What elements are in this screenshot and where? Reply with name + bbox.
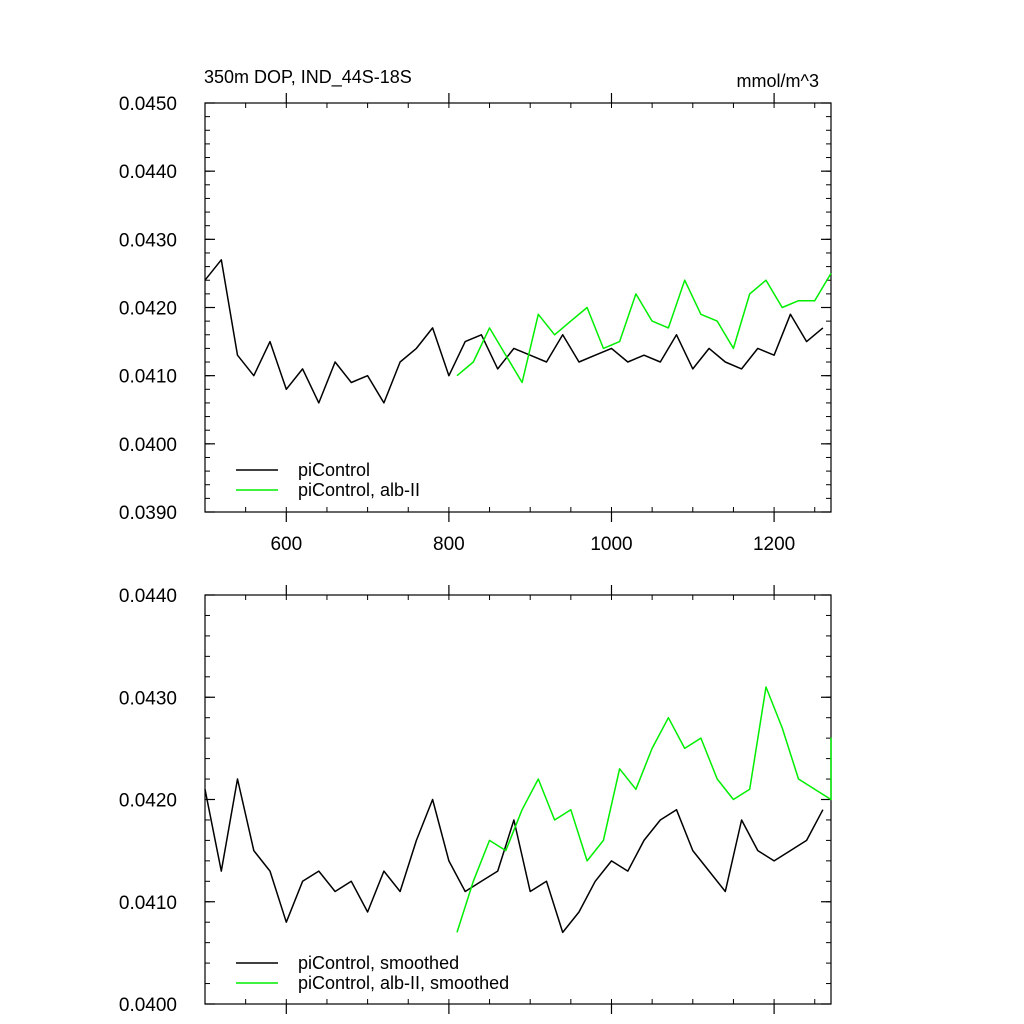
top-panel: 350m DOP, IND_44S-18S mmol/m^3 600 800 100… [119, 67, 832, 555]
bottom-plot-frame [204, 594, 832, 1005]
bottom-y-tick-label: 0.0420 [119, 791, 177, 812]
top-panel-units: mmol/m^3 [737, 71, 819, 91]
top-y-tick-label: 0.0450 [119, 94, 177, 115]
bottom-series-line-alb-ii [456, 686, 832, 933]
top-y-tick-label: 0.0440 [119, 162, 177, 183]
bottom-y-tick-label: 0.0400 [119, 995, 177, 1016]
bottom-series-line-picontrol [204, 778, 824, 934]
bottom-y-tick-label: 0.0430 [119, 688, 177, 709]
bottom-y-tick-label: 0.0440 [119, 586, 177, 607]
bottom-legend-label: piControl, alb-II, smoothed [298, 973, 509, 993]
top-legend-label: piControl [298, 460, 370, 480]
top-x-tick-label: 1200 [753, 534, 795, 555]
top-y-tick-label: 0.0400 [119, 435, 177, 456]
bottom-panel: 0.0400 0.0410 0.0420 0.0430 0.0440 piControl,… [119, 585, 832, 1016]
top-x-tick-label: 600 [270, 534, 302, 555]
top-y-tick-label: 0.0430 [119, 230, 177, 251]
top-series-line-alb-ii [456, 273, 832, 384]
top-panel-title: 350m DOP, IND_44S-18S [204, 67, 412, 88]
top-x-tick-label: 800 [433, 534, 465, 555]
bottom-y-tick-label: 0.0410 [119, 893, 177, 914]
top-y-tick-label: 0.0410 [119, 367, 177, 388]
top-series-line-picontrol [204, 259, 824, 404]
top-y-tick-label: 0.0420 [119, 299, 177, 320]
bottom-legend-label: piControl, smoothed [298, 953, 459, 973]
top-y-tick-label: 0.0390 [119, 503, 177, 524]
top-legend-label: piControl, alb-II [298, 480, 420, 500]
top-x-tick-label: 1000 [590, 534, 632, 555]
top-plot-frame [204, 102, 832, 513]
